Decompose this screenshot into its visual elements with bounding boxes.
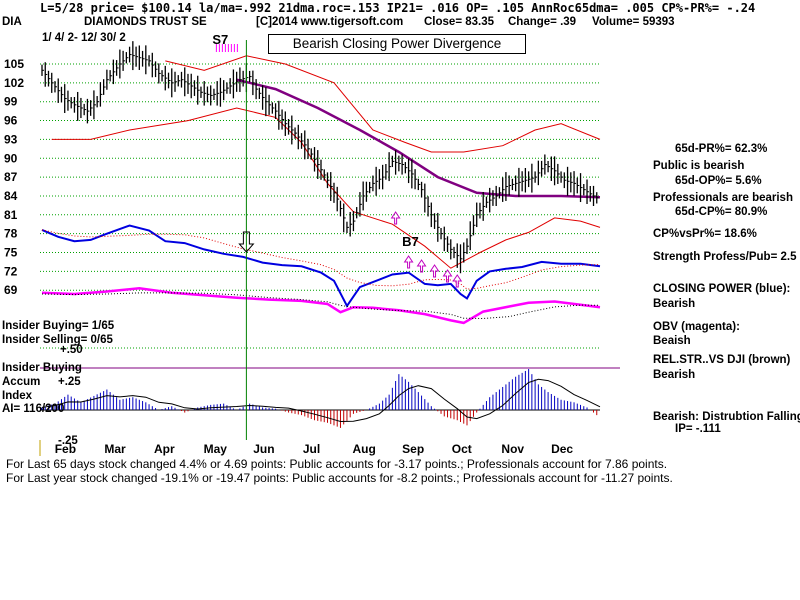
insider-buying-count: Insider Buying= 1/65	[2, 320, 115, 332]
y-tick-label: 105	[4, 57, 24, 71]
y-axis-tick-labels: 105 102 99 96 93 90 87 84 81 78 75 72 69	[4, 57, 24, 297]
y-tick-label: 87	[4, 170, 18, 184]
header-stats: L=5/28 price= $100.14 la/ma=.992 21dma.r…	[40, 1, 756, 15]
ticker-symbol: DIA	[2, 16, 22, 28]
y-tick-label: 69	[4, 283, 18, 297]
y-tick-label: 72	[4, 264, 18, 278]
y-tick-label: 90	[4, 151, 18, 165]
upper-band-polyline	[165, 55, 601, 153]
buy-arrow-icon	[429, 264, 440, 278]
price-change: Change= .39	[508, 16, 577, 28]
y-tick-label: 84	[4, 189, 18, 203]
y-tick-label: 75	[4, 246, 18, 260]
moving-average-line	[236, 78, 601, 199]
insider-buying-label: Insider Buying	[2, 362, 82, 374]
lower-band-line	[51, 107, 601, 269]
buy-arrow-icon	[452, 274, 463, 288]
month-label: Oct	[452, 442, 472, 456]
ip-stat: IP= -.111	[675, 423, 721, 435]
y-tick-label: 78	[4, 227, 18, 241]
distribution-status: Bearish: Distrubtion Falling	[653, 411, 800, 423]
accumulation-index-histogram	[41, 369, 601, 428]
index-label: Index	[2, 390, 33, 402]
relstr-status: Bearish	[653, 369, 696, 381]
price-grid	[40, 63, 620, 411]
public-status: Public is bearish	[653, 160, 745, 172]
security-name: DIAMONDS TRUST SE	[84, 16, 207, 28]
cpvspr-stat: CP%vsPr%= 18.6%	[653, 228, 757, 240]
down-arrow-icon	[238, 231, 255, 253]
month-label: Aug	[353, 442, 376, 456]
obv-status: Beaish	[653, 335, 691, 347]
accum-tick-p50: +.50	[60, 344, 83, 356]
buy-arrow-icon	[442, 269, 453, 283]
month-label: Feb	[55, 442, 76, 456]
y-tick-label: 99	[4, 95, 18, 109]
obv-polyline	[41, 287, 601, 325]
b7-signal-label: B7	[402, 234, 419, 249]
date-range: 1/ 4/ 2- 12/ 30/ 2	[42, 32, 126, 44]
signal-markers: S7 B7	[39, 32, 463, 456]
closing-power-ma	[41, 229, 601, 290]
ma-polyline	[236, 78, 601, 199]
closing-power-status: Bearish	[653, 298, 696, 310]
copyright: [C]2014 www.tigersoft.com	[256, 16, 404, 28]
y-tick-label: 96	[4, 114, 18, 128]
accum-ma	[41, 378, 601, 423]
volume: Volume= 59393	[592, 16, 675, 28]
price-bars	[41, 41, 599, 274]
lower-band-polyline	[51, 107, 601, 269]
accum-label: Accum	[2, 376, 41, 388]
accum-tick-p25: +.25	[58, 376, 81, 388]
footer-year: For Last year stock changed -19.1% or -1…	[6, 471, 673, 485]
month-label: Apr	[154, 442, 175, 456]
month-label: Sep	[402, 442, 424, 456]
buy-arrow-icon	[390, 211, 401, 225]
month-label: Jul	[303, 442, 320, 456]
strength-stat: Strength Profess/Pub= 2.5	[653, 251, 797, 263]
month-label: Jun	[253, 442, 274, 456]
relstr-label: REL.STR..VS DJI (brown)	[653, 354, 791, 366]
insider-selling-count: Insider Selling= 0/65	[2, 334, 113, 346]
pr65-stat: 65d-PR%= 62.3%	[675, 143, 768, 155]
month-label: May	[204, 442, 228, 456]
month-label: Dec	[551, 442, 573, 456]
closing-power-label: CLOSING POWER (blue):	[653, 283, 791, 295]
y-tick-label: 102	[4, 76, 24, 90]
closing-power-line	[41, 224, 601, 308]
professionals-status: Professionals are bearish	[653, 192, 793, 204]
upper-band-line	[165, 55, 601, 153]
obv-label: OBV (magenta):	[653, 321, 740, 333]
y-tick-label: 81	[4, 208, 18, 222]
s7-signal-label: S7	[212, 32, 228, 47]
month-label: Mar	[104, 442, 126, 456]
month-label: Nov	[501, 442, 524, 456]
divergence-title-box: Bearish Closing Power Divergence	[268, 34, 526, 54]
close-price: Close= 83.35	[424, 16, 495, 28]
op65-stat: 65d-OP%= 5.6%	[675, 175, 762, 187]
ai-stat: AI= 116/200	[2, 403, 65, 415]
cp65-stat: 65d-CP%= 80.9%	[675, 206, 768, 218]
footer-65day: For Last 65 days stock changed 4.4% or 4…	[6, 457, 668, 471]
obv-line	[41, 287, 601, 325]
y-tick-label: 93	[4, 132, 18, 146]
accum-tick-m25: -.25	[58, 435, 78, 447]
obv-ma	[41, 292, 601, 320]
closing-power-polyline	[41, 224, 601, 308]
month-axis-labels: Feb Mar Apr May Jun Jul Aug Sep Oct Nov Dec	[55, 442, 574, 456]
buy-arrow-icon	[416, 259, 427, 273]
buy-arrow-icon	[403, 255, 414, 269]
